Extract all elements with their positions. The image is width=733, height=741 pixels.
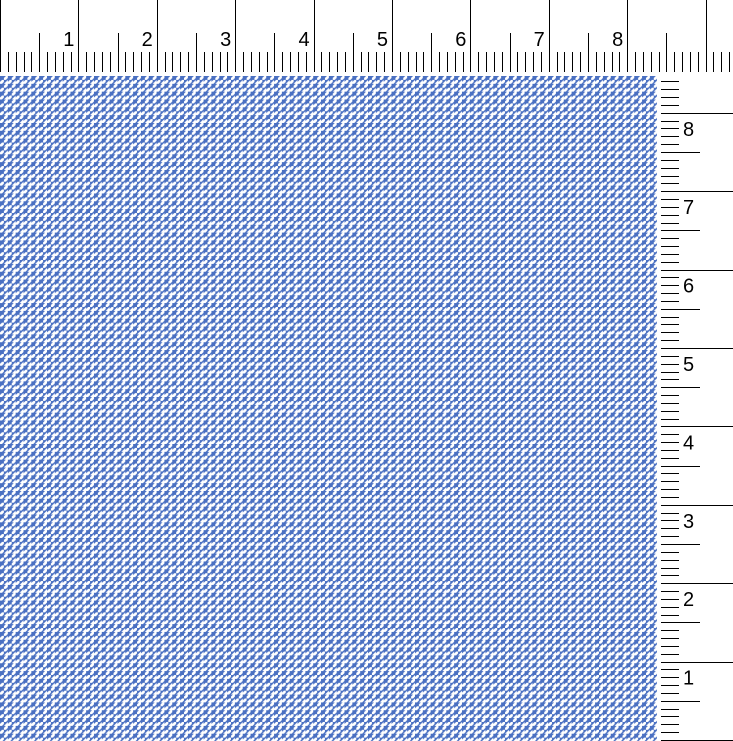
ruler-label: 5 <box>683 354 694 376</box>
ruler-label: 3 <box>220 29 231 51</box>
ruler-label: 4 <box>683 432 694 454</box>
ruler-label: 4 <box>298 29 309 51</box>
top-ruler: 1 2 3 4 5 6 7 8 <box>0 0 730 72</box>
ruler-label: 6 <box>455 29 466 51</box>
ruler-label: 8 <box>683 119 694 141</box>
ruler-label: 1 <box>683 668 694 690</box>
houndstooth-fabric-swatch <box>0 76 657 741</box>
ruler-label: 7 <box>683 197 694 219</box>
right-ruler: 1 2 3 4 5 6 7 8 <box>661 81 733 741</box>
ruler-label: 2 <box>142 29 153 51</box>
ruler-label: 5 <box>377 29 388 51</box>
ruler-label: 1 <box>63 29 74 51</box>
ruler-label: 2 <box>683 589 694 611</box>
ruler-label: 3 <box>683 511 694 533</box>
ruler-label: 8 <box>612 29 623 51</box>
ruler-label: 7 <box>534 29 545 51</box>
ruler-label: 6 <box>683 276 694 298</box>
